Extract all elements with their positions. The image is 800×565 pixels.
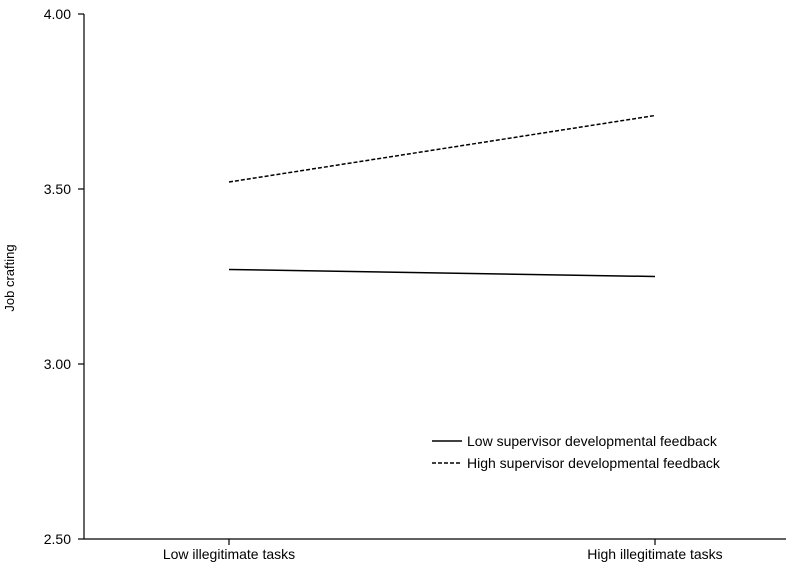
legend-label: Low supervisor developmental feedback — [467, 433, 718, 449]
series-line-low-feedback — [228, 268, 656, 278]
x-axis: Low illegitimate tasks High illegitimate … — [84, 538, 786, 562]
legend-label: High supervisor developmental feedback — [467, 455, 721, 471]
y-tick-label: 3.50 — [44, 181, 71, 197]
y-tick-label: 2.50 — [44, 531, 71, 547]
y-tick-label: 4.00 — [44, 6, 71, 22]
y-ticks: 2.50 3.00 3.50 4.00 — [44, 6, 84, 547]
legend: Low supervisor developmental feedback Hig… — [432, 433, 721, 471]
x-ticks: Low illegitimate tasks High illegitimate … — [163, 539, 723, 562]
series-line-high-feedback — [228, 114, 656, 183]
y-axis-title: Job crafting — [2, 244, 17, 311]
series-lines — [228, 114, 656, 278]
y-axis: 2.50 3.00 3.50 4.00 Job crafting — [2, 6, 85, 547]
x-tick-label: Low illegitimate tasks — [163, 546, 295, 562]
y-tick-label: 3.00 — [44, 356, 71, 372]
x-tick-label: High illegitimate tasks — [587, 546, 722, 562]
